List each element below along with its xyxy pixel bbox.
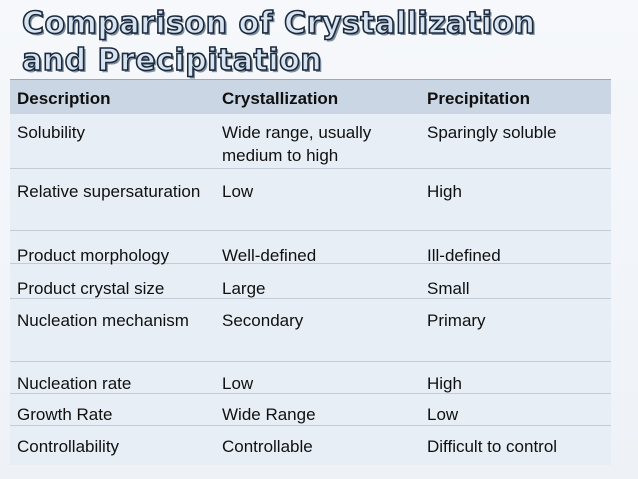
row-description: Solubility (17, 123, 86, 142)
slide-title: Comparison of Crystallization and Precip… (21, 5, 622, 79)
row-crystallization: Controllable (222, 437, 313, 456)
row-precipitation: Low (427, 405, 459, 424)
row-precipitation: Difficult to control (427, 437, 558, 456)
table-row: Product crystal size Large Small (10, 264, 611, 299)
table-row: Growth Rate Wide Range Low (10, 394, 611, 426)
table-row: Product morphology Well-defined Ill-defi… (10, 231, 611, 265)
row-precipitation: Primary (427, 311, 486, 330)
row-precipitation: High (427, 374, 462, 393)
header-description: Description (17, 89, 111, 108)
table-row: Solubility Wide range, usually medium to… (10, 114, 611, 169)
row-description: Controllability (17, 437, 120, 456)
slide-title-line-2: and Precipitation (21, 42, 323, 79)
header-precipitation: Precipitation (427, 89, 530, 108)
table-row: Relative supersaturation Low High (10, 169, 611, 231)
row-description: Product morphology (17, 246, 170, 265)
comparison-table: Description Crystallization Precipitatio… (10, 79, 611, 465)
row-precipitation: Small (427, 279, 470, 298)
row-crystallization: Large (222, 279, 266, 298)
row-description: Nucleation rate (17, 374, 132, 393)
row-crystallization: Low (222, 182, 254, 201)
row-crystallization: Wide Range (222, 405, 316, 424)
row-description: Nucleation mechanism (17, 311, 189, 330)
row-crystallization: Well-defined (222, 246, 317, 265)
row-precipitation: Ill-defined (427, 246, 501, 265)
row-description: Relative supersaturation (17, 182, 201, 201)
row-crystallization: Wide range, usually medium to high (222, 123, 372, 165)
row-crystallization: Low (222, 374, 254, 393)
table-header-row: Description Crystallization Precipitatio… (10, 80, 611, 114)
row-precipitation: Sparingly soluble (427, 123, 557, 142)
row-crystallization: Secondary (222, 311, 304, 330)
row-description: Growth Rate (17, 405, 113, 424)
table-row: Nucleation mechanism Secondary Primary (10, 299, 611, 362)
row-description: Product crystal size (17, 279, 165, 298)
slide-title-line-1: Comparison of Crystallization (21, 5, 536, 42)
header-crystallization: Crystallization (222, 89, 339, 108)
table-row: Controllability Controllable Difficult t… (10, 426, 611, 465)
row-precipitation: High (427, 182, 462, 201)
table-row: Nucleation rate Low High (10, 362, 611, 394)
